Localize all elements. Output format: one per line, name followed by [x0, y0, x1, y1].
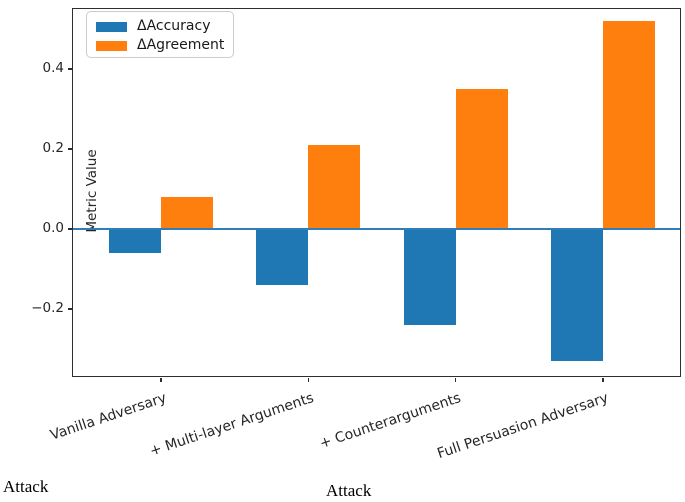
bar-accuracy-0 [109, 229, 161, 253]
y-tick-label: 0.4 [42, 60, 64, 76]
x-tick-mark [455, 377, 457, 382]
x-tick-label-2: + Counterarguments [317, 390, 463, 453]
bar-accuracy-3 [551, 229, 603, 361]
y-tick-label: −0.2 [31, 300, 64, 316]
legend: ΔAccuracy ΔAgreement [86, 11, 234, 58]
x-tick-mark [602, 377, 604, 382]
legend-label-agreement: ΔAgreement [137, 37, 225, 53]
legend-swatch-agreement [96, 40, 127, 51]
bar-accuracy-1 [256, 229, 309, 285]
y-tick-mark [67, 68, 72, 70]
legend-item-accuracy: ΔAccuracy [96, 17, 224, 36]
legend-label-accuracy: ΔAccuracy [137, 18, 211, 34]
bar-accuracy-2 [403, 229, 456, 325]
x-axis-caption-left: Attack [3, 477, 49, 496]
x-tick-label-0: Vanilla Adversary [47, 390, 169, 444]
legend-swatch-accuracy [96, 21, 127, 32]
plot-area: Metric Value [67, 8, 681, 382]
bar-agreement-0 [161, 197, 213, 229]
x-tick-mark [307, 377, 309, 382]
y-tick-mark [67, 308, 72, 310]
bar-agreement-3 [603, 21, 655, 229]
y-tick-mark [67, 148, 72, 150]
bar-agreement-2 [455, 89, 508, 229]
zero-line [73, 228, 680, 230]
legend-item-agreement: ΔAgreement [96, 36, 224, 55]
bar-agreement-1 [308, 145, 361, 229]
y-axis-label: Metric Value [84, 149, 100, 233]
x-axis-caption-center: Attack [326, 481, 372, 500]
x-tick-label-1: + Multi-layer Arguments [147, 390, 316, 460]
x-tick-mark [160, 377, 162, 382]
y-tick-label: 0.2 [42, 140, 64, 156]
y-tick-mark [67, 228, 72, 230]
y-tick-label: 0.0 [42, 220, 64, 236]
